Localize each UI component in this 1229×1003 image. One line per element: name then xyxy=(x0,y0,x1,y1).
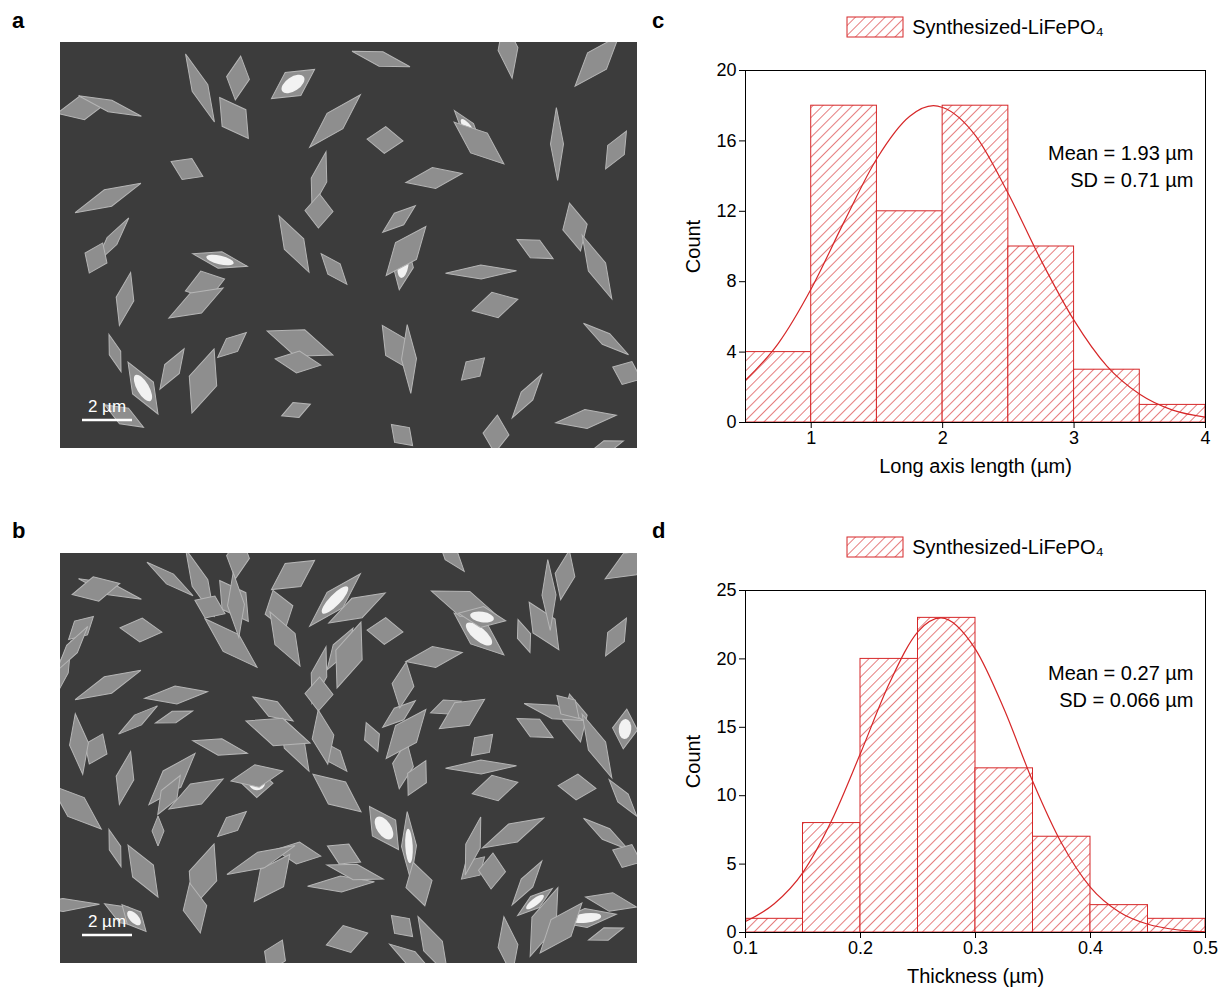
html-text:Synthesized-LiFePO₄: Synthesized-LiFePO₄ xyxy=(912,15,1104,38)
html-text:a: a xyxy=(12,8,25,33)
svg-text:3: 3 xyxy=(1069,428,1079,448)
svg-text:Count: Count xyxy=(682,734,704,788)
svg-text:0.1: 0.1 xyxy=(733,938,758,958)
svg-text:10: 10 xyxy=(716,785,736,805)
html-text:b: b xyxy=(12,518,26,543)
svg-text:2 µm: 2 µm xyxy=(88,397,126,416)
svg-text:4: 4 xyxy=(1200,428,1210,448)
svg-text:4: 4 xyxy=(726,342,736,362)
html-text:Synthesized-LiFePO₄: Synthesized-LiFePO₄ xyxy=(912,535,1104,558)
svg-text:0: 0 xyxy=(726,412,736,432)
svg-text:0.4: 0.4 xyxy=(1078,938,1103,958)
html-text:d: d xyxy=(652,518,666,543)
svg-text:20: 20 xyxy=(716,60,736,80)
svg-text:5: 5 xyxy=(726,854,736,874)
svg-text:16: 16 xyxy=(716,131,736,151)
svg-text:0.2: 0.2 xyxy=(848,938,873,958)
svg-text:Mean = 0.27 µmSD = 0.066 µm: Mean = 0.27 µmSD = 0.066 µm xyxy=(1048,662,1194,711)
svg-text:20: 20 xyxy=(716,649,736,669)
svg-text:2 µm: 2 µm xyxy=(88,912,126,931)
svg-text:25: 25 xyxy=(716,580,736,600)
html-text:c: c xyxy=(652,8,665,33)
svg-text:0.5: 0.5 xyxy=(1193,938,1218,958)
svg-text:Thickness (µm): Thickness (µm) xyxy=(907,965,1044,987)
svg-text:Mean = 1.93 µmSD = 0.71 µm: Mean = 1.93 µmSD = 0.71 µm xyxy=(1048,142,1194,191)
svg-text:0.3: 0.3 xyxy=(963,938,988,958)
svg-text:12: 12 xyxy=(716,201,736,221)
svg-text:15: 15 xyxy=(716,717,736,737)
svg-text:2: 2 xyxy=(938,428,948,448)
svg-text:0: 0 xyxy=(726,922,737,943)
svg-text:1: 1 xyxy=(806,428,816,448)
svg-text:Long axis length (µm): Long axis length (µm) xyxy=(879,455,1072,477)
svg-text:Count: Count xyxy=(682,219,704,273)
svg-text:8: 8 xyxy=(726,271,736,291)
